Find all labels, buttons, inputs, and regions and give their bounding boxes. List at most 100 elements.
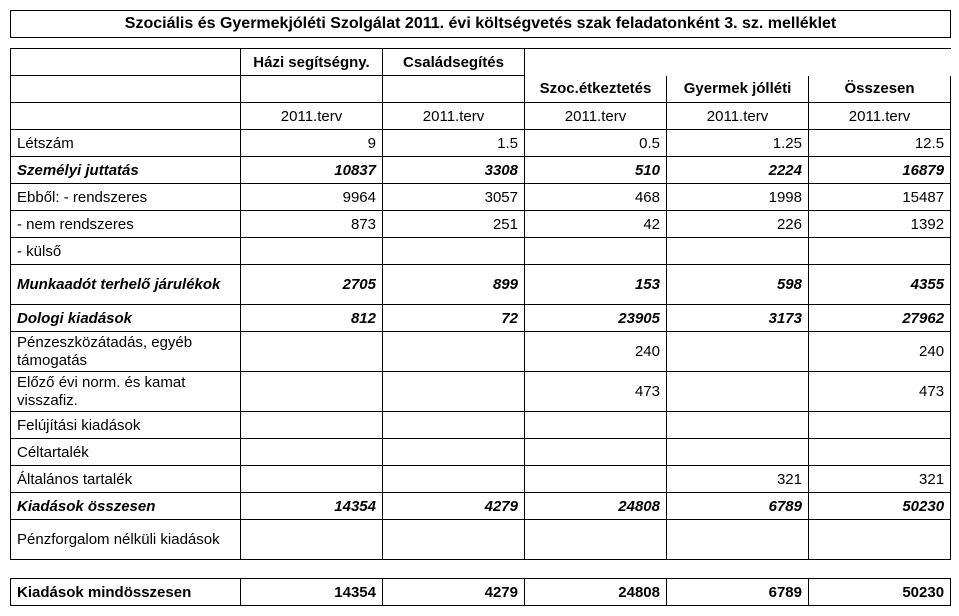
cell: 24808	[525, 493, 667, 520]
table-row: Kiadások mindösszesen1435442792480867895…	[11, 579, 951, 606]
row-label: Munkaadót terhelő járulékok	[11, 265, 241, 305]
header-blank-0	[11, 49, 241, 76]
col-header-3-top	[525, 49, 667, 76]
cell: 9	[241, 130, 383, 157]
cell: 468	[525, 184, 667, 211]
col-header-5-top	[809, 49, 951, 76]
subheader-5: 2011.terv	[809, 103, 951, 130]
cell: 42	[525, 211, 667, 238]
subheader-2: 2011.terv	[383, 103, 525, 130]
cell: 1392	[809, 211, 951, 238]
page-title: Szociális és Gyermekjóléti Szolgálat 201…	[11, 11, 951, 38]
cell	[525, 238, 667, 265]
subheader-1: 2011.terv	[241, 103, 383, 130]
cell: 1998	[667, 184, 809, 211]
col-header-3: Szoc.étkeztetés	[525, 76, 667, 103]
cell	[241, 332, 383, 372]
cell: 10837	[241, 157, 383, 184]
cell: 3308	[383, 157, 525, 184]
row-label: Kiadások mindösszesen	[11, 579, 241, 606]
cell: 3173	[667, 305, 809, 332]
col-header-5: Összesen	[809, 76, 951, 103]
cell	[809, 439, 951, 466]
header-blank-2	[241, 76, 383, 103]
cell: 240	[525, 332, 667, 372]
cell	[241, 372, 383, 412]
cell	[383, 466, 525, 493]
header-blank-3	[383, 76, 525, 103]
cell	[241, 238, 383, 265]
cell: 251	[383, 211, 525, 238]
cell: 153	[525, 265, 667, 305]
cell: 3057	[383, 184, 525, 211]
cell	[383, 332, 525, 372]
table-row: Kiadások összesen14354427924808678950230	[11, 493, 951, 520]
table-row: Ebből: - rendszeres99643057468199815487	[11, 184, 951, 211]
cell	[809, 412, 951, 439]
cell: 873	[241, 211, 383, 238]
table-row: Céltartalék	[11, 439, 951, 466]
row-label: Felújítási kiadások	[11, 412, 241, 439]
row-label: Létszám	[11, 130, 241, 157]
cell	[241, 439, 383, 466]
cell: 27962	[809, 305, 951, 332]
cell	[809, 238, 951, 265]
cell: 598	[667, 265, 809, 305]
cell: 226	[667, 211, 809, 238]
cell: 321	[667, 466, 809, 493]
cell: 6789	[667, 579, 809, 606]
cell: 2705	[241, 265, 383, 305]
cell	[667, 238, 809, 265]
cell: 2224	[667, 157, 809, 184]
row-label: - nem rendszeres	[11, 211, 241, 238]
cell	[667, 439, 809, 466]
cell	[383, 520, 525, 560]
row-label: Céltartalék	[11, 439, 241, 466]
cell: 14354	[241, 493, 383, 520]
spacer	[11, 38, 951, 49]
cell	[525, 412, 667, 439]
table-row: Munkaadót terhelő járulékok2705899153598…	[11, 265, 951, 305]
cell	[383, 439, 525, 466]
col-header-2: Családsegítés	[383, 49, 525, 76]
cell: 72	[383, 305, 525, 332]
cell	[667, 372, 809, 412]
cell: 321	[809, 466, 951, 493]
table-row: Általános tartalék 321321	[11, 466, 951, 493]
table-row: Felújítási kiadások	[11, 412, 951, 439]
cell	[809, 520, 951, 560]
cell	[667, 332, 809, 372]
cell: 1.5	[383, 130, 525, 157]
cell: 6789	[667, 493, 809, 520]
cell	[525, 439, 667, 466]
col-header-1: Házi segítségny.	[241, 49, 383, 76]
row-label: Ebből: - rendszeres	[11, 184, 241, 211]
cell: 510	[525, 157, 667, 184]
cell: 14354	[241, 579, 383, 606]
subheader-3: 2011.terv	[525, 103, 667, 130]
cell: 15487	[809, 184, 951, 211]
table-row: Pénzeszközátadás, egyéb támogatás240240	[11, 332, 951, 372]
cell	[241, 412, 383, 439]
cell	[383, 238, 525, 265]
table-row: - külső	[11, 238, 951, 265]
cell	[525, 520, 667, 560]
cell	[525, 466, 667, 493]
col-header-4-top	[667, 49, 809, 76]
cell	[667, 520, 809, 560]
cell	[241, 520, 383, 560]
row-label: - külső	[11, 238, 241, 265]
cell	[383, 372, 525, 412]
cell: 473	[809, 372, 951, 412]
cell	[241, 466, 383, 493]
row-label: Kiadások összesen	[11, 493, 241, 520]
cell: 9964	[241, 184, 383, 211]
cell: 473	[525, 372, 667, 412]
header-blank-1	[11, 76, 241, 103]
budget-table: Szociális és Gyermekjóléti Szolgálat 201…	[10, 10, 951, 606]
subheader-4: 2011.terv	[667, 103, 809, 130]
table-row: Dologi kiadások8127223905317327962	[11, 305, 951, 332]
row-label: Általános tartalék	[11, 466, 241, 493]
cell: 12.5	[809, 130, 951, 157]
cell: 50230	[809, 579, 951, 606]
